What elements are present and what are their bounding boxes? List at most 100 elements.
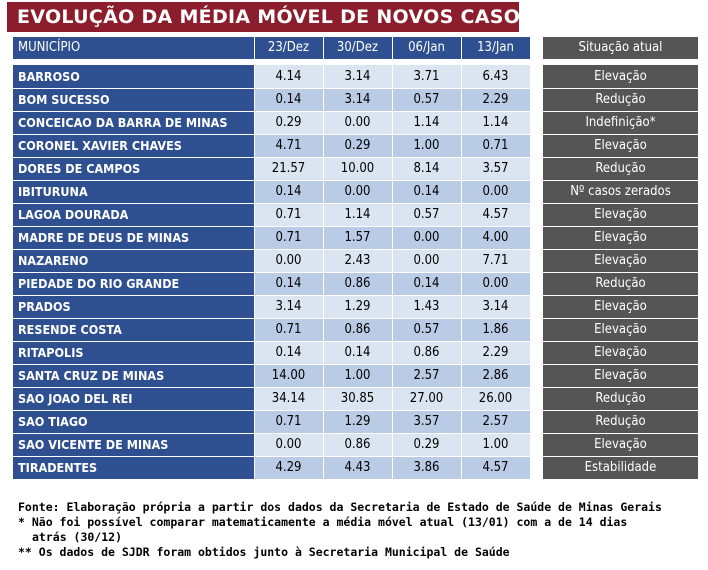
value-v13: 1.14 xyxy=(460,111,530,135)
value-v13: 6.43 xyxy=(460,65,530,89)
value-v06: 1.43 xyxy=(391,295,461,319)
status-cell: Redução xyxy=(543,272,698,296)
value-v13: 4.00 xyxy=(460,226,530,250)
table-row: DORES DE CAMPOS 21.57 10.00 8.14 3.57 Redução xyxy=(13,157,698,181)
value-v23: 0.14 xyxy=(253,180,323,204)
status-cell: Elevação xyxy=(543,364,698,388)
municipio-name: DORES DE CAMPOS xyxy=(13,157,254,181)
column-gap xyxy=(529,88,543,112)
table-row: LAGOA DOURADA 0.71 1.14 0.57 4.57 Elevação xyxy=(13,203,698,227)
value-v13: 2.86 xyxy=(460,364,530,388)
value-v06: 0.14 xyxy=(391,272,461,296)
column-gap xyxy=(529,341,543,365)
value-v23: 0.71 xyxy=(253,410,323,434)
column-gap xyxy=(529,433,543,457)
table-row: CORONEL XAVIER CHAVES 4.71 0.29 1.00 0.71 Ele… xyxy=(13,134,698,158)
column-gap xyxy=(529,111,543,135)
value-v23: 0.14 xyxy=(253,341,323,365)
value-v30: 0.00 xyxy=(322,111,392,135)
value-v06: 0.00 xyxy=(391,226,461,250)
value-v30: 30.85 xyxy=(322,387,392,411)
table-row: PIEDADE DO RIO GRANDE 0.14 0.86 0.14 0.00 Red… xyxy=(13,272,698,296)
table-row: BARROSO 4.14 3.14 3.71 6.43 Elevação xyxy=(13,65,698,89)
header-situacao: Situação atual xyxy=(543,37,698,60)
value-v23: 34.14 xyxy=(253,387,323,411)
value-v23: 0.00 xyxy=(253,249,323,273)
header-13-jan: 13/Jan xyxy=(460,37,530,60)
status-cell: Redução xyxy=(543,410,698,434)
value-v30: 10.00 xyxy=(322,157,392,181)
municipio-name: LAGOA DOURADA xyxy=(13,203,254,227)
value-v06: 1.00 xyxy=(391,134,461,158)
status-cell: Elevação xyxy=(543,226,698,250)
value-v23: 3.14 xyxy=(253,295,323,319)
value-v13: 0.71 xyxy=(460,134,530,158)
value-v13: 4.57 xyxy=(460,456,530,480)
status-cell: Redução xyxy=(543,157,698,181)
column-gap xyxy=(529,410,543,434)
cases-table: MUNICÍPIO 23/Dez 30/Dez 06/Jan 13/Jan Si… xyxy=(13,37,698,480)
status-cell: Indefinição* xyxy=(543,111,698,135)
value-v13: 26.00 xyxy=(460,387,530,411)
municipio-name: MADRE DE DEUS DE MINAS xyxy=(13,226,254,250)
status-cell: Redução xyxy=(543,88,698,112)
status-cell: Nº casos zerados xyxy=(543,180,698,204)
table-row: TIRADENTES 4.29 4.43 3.86 4.57 Estabilidade xyxy=(13,456,698,480)
value-v30: 3.14 xyxy=(322,65,392,89)
value-v23: 0.71 xyxy=(253,203,323,227)
status-cell: Estabilidade xyxy=(543,456,698,480)
value-v30: 1.29 xyxy=(322,410,392,434)
value-v06: 3.86 xyxy=(391,456,461,480)
value-v13: 1.86 xyxy=(460,318,530,342)
value-v23: 0.71 xyxy=(253,318,323,342)
municipio-name: PIEDADE DO RIO GRANDE xyxy=(13,272,254,296)
value-v06: 3.57 xyxy=(391,410,461,434)
municipio-name: BARROSO xyxy=(13,65,254,89)
value-v23: 4.29 xyxy=(253,456,323,480)
value-v13: 4.57 xyxy=(460,203,530,227)
status-cell: Elevação xyxy=(543,295,698,319)
value-v30: 2.43 xyxy=(322,249,392,273)
value-v13: 3.14 xyxy=(460,295,530,319)
value-v30: 1.57 xyxy=(322,226,392,250)
table-row: NAZARENO 0.00 2.43 0.00 7.71 Elevação xyxy=(13,249,698,273)
header-row: MUNICÍPIO 23/Dez 30/Dez 06/Jan 13/Jan Si… xyxy=(13,37,698,60)
value-v13: 2.57 xyxy=(460,410,530,434)
column-gap xyxy=(529,387,543,411)
value-v30: 0.86 xyxy=(322,318,392,342)
value-v06: 0.29 xyxy=(391,433,461,457)
value-v06: 0.14 xyxy=(391,180,461,204)
column-gap xyxy=(529,272,543,296)
municipio-name: CONCEICAO DA BARRA DE MINAS xyxy=(13,111,254,135)
value-v23: 0.14 xyxy=(253,272,323,296)
value-v13: 1.00 xyxy=(460,433,530,457)
municipio-name: TIRADENTES xyxy=(13,456,254,480)
status-cell: Elevação xyxy=(543,318,698,342)
status-cell: Elevação xyxy=(543,341,698,365)
value-v06: 3.71 xyxy=(391,65,461,89)
value-v06: 1.14 xyxy=(391,111,461,135)
municipio-name: BOM SUCESSO xyxy=(13,88,254,112)
table-row: SANTA CRUZ DE MINAS 14.00 1.00 2.57 2.86 Elev… xyxy=(13,364,698,388)
status-cell: Elevação xyxy=(543,249,698,273)
column-gap xyxy=(529,65,543,89)
header-06-jan: 06/Jan xyxy=(391,37,461,60)
header-municipio: MUNICÍPIO xyxy=(13,37,254,60)
status-cell: Elevação xyxy=(543,203,698,227)
value-v06: 27.00 xyxy=(391,387,461,411)
table-row: SAO JOAO DEL REI 34.14 30.85 27.00 26.00 Redu… xyxy=(13,387,698,411)
value-v30: 4.43 xyxy=(322,456,392,480)
table-row: SAO VICENTE DE MINAS 0.00 0.86 0.29 1.00 Elev… xyxy=(13,433,698,457)
value-v30: 0.86 xyxy=(322,272,392,296)
value-v13: 7.71 xyxy=(460,249,530,273)
header-30-dez: 30/Dez xyxy=(322,37,392,60)
page-title: EVOLUÇÃO DA MÉDIA MÓVEL DE NOVOS CASOS xyxy=(7,2,519,32)
column-gap xyxy=(529,134,543,158)
column-gap xyxy=(529,180,543,204)
status-cell: Elevação xyxy=(543,433,698,457)
municipio-name: NAZARENO xyxy=(13,249,254,273)
value-v30: 0.00 xyxy=(322,180,392,204)
column-gap xyxy=(529,226,543,250)
value-v06: 0.86 xyxy=(391,341,461,365)
table-row: CONCEICAO DA BARRA DE MINAS 0.29 0.00 1.14 1… xyxy=(13,111,698,135)
